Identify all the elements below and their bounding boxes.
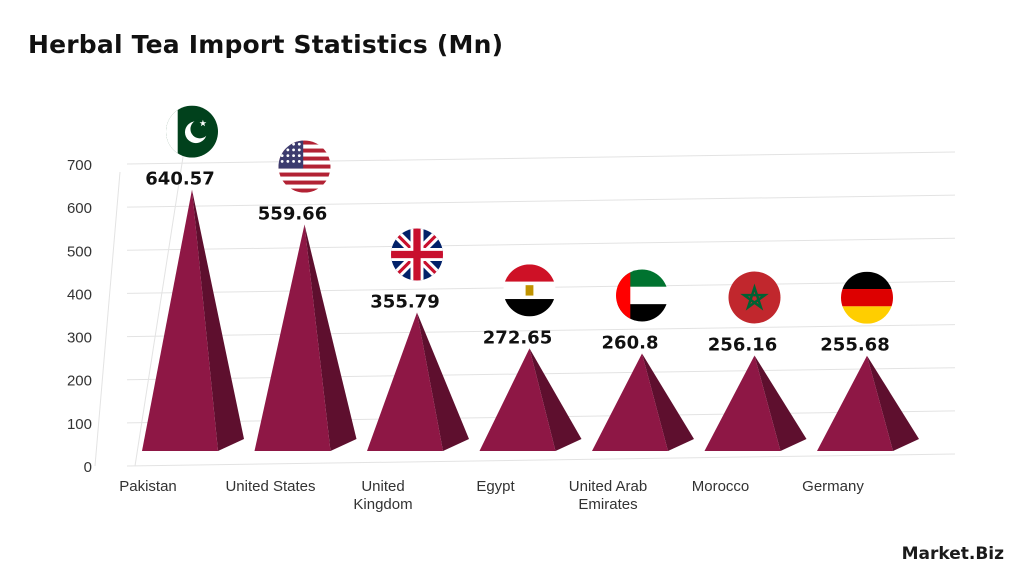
bar-front-face [592, 353, 668, 451]
bar-side-face [867, 355, 919, 451]
bar-side-face [754, 355, 807, 451]
usa-flag-icon [278, 140, 331, 193]
y-tick-label: 100 [67, 416, 92, 433]
bar-side-face [417, 312, 469, 451]
bar-1 [254, 224, 357, 451]
y-tick-label: 500 [67, 243, 92, 260]
bar-front-face [479, 348, 556, 451]
gridline-3 [126, 324, 956, 338]
category-label: United States [225, 478, 315, 495]
value-label: 260.8 [602, 332, 659, 353]
bar-side-face [192, 189, 244, 451]
bar-2 [367, 312, 469, 451]
bar-front-face [704, 355, 781, 451]
value-label: 640.57 [145, 169, 214, 190]
chart-title: Herbal Tea Import Statistics (Mn) [28, 30, 504, 59]
value-label: 272.65 [483, 327, 552, 348]
morocco-flag-icon [728, 271, 781, 324]
bar-side-face [529, 348, 582, 451]
pakistan-flag-icon [166, 105, 218, 158]
axis-perspective-line [134, 111, 191, 467]
y-tick-label: 300 [67, 330, 92, 347]
y-tick-label: 700 [67, 157, 92, 174]
category-label: Morocco [692, 478, 750, 495]
y-tick-label: 400 [67, 286, 92, 303]
category-label: United Kingdom [353, 478, 412, 513]
bar-side-face [304, 224, 357, 451]
germany-flag-icon [841, 271, 893, 324]
value-label: 256.16 [708, 334, 777, 355]
bar-0 [142, 189, 244, 451]
gridline-6 [126, 194, 956, 208]
bar-side-face [642, 353, 694, 451]
y-tick-label: 200 [67, 373, 92, 390]
y-tick-label: 600 [67, 200, 92, 217]
gridline-5 [126, 237, 956, 251]
category-label: Egypt [476, 478, 515, 495]
uk-flag-icon [391, 228, 443, 281]
bar-front-face [254, 224, 331, 451]
value-label: 355.79 [370, 292, 439, 313]
bar-3 [479, 348, 582, 451]
value-label: 255.68 [820, 335, 889, 356]
egypt-flag-icon [503, 264, 556, 317]
bar-front-face [367, 312, 443, 451]
gridline-7 [126, 151, 956, 165]
axis-perspective-line [94, 171, 121, 467]
bar-5 [704, 355, 807, 451]
y-tick-label: 0 [84, 459, 92, 476]
bar-4 [592, 353, 694, 451]
gridline-0 [126, 453, 956, 467]
bar-front-face [142, 189, 218, 451]
uae-flag-icon [616, 269, 668, 322]
bar-6 [817, 355, 919, 451]
category-label: Germany [802, 478, 864, 495]
category-label: United Arab Emirates [569, 478, 647, 513]
bar-front-face [817, 355, 893, 451]
brand-logo: Market.Biz [901, 544, 1004, 564]
category-label: Pakistan [119, 478, 177, 495]
value-label: 559.66 [258, 204, 327, 225]
